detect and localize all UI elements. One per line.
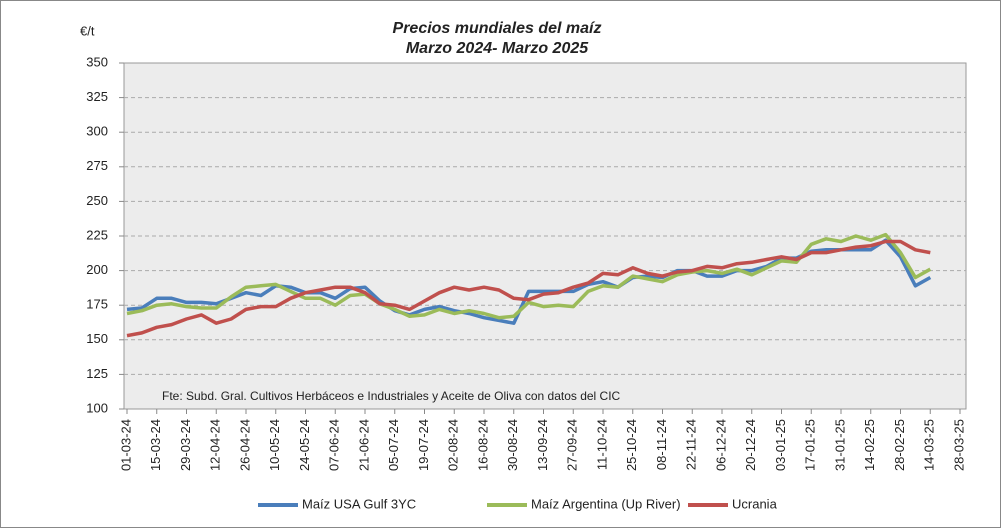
x-tick-label: 20-12-24 bbox=[743, 419, 758, 471]
legend-label: Maíz USA Gulf 3YC bbox=[302, 496, 416, 511]
x-tick-label: 26-04-24 bbox=[237, 419, 252, 471]
x-tick-label: 16-08-24 bbox=[475, 419, 490, 471]
x-tick-label: 28-03-25 bbox=[951, 419, 966, 471]
x-tick-label: 21-06-24 bbox=[356, 419, 371, 471]
x-tick-label: 05-07-24 bbox=[386, 419, 401, 471]
x-tick-label: 06-12-24 bbox=[713, 419, 728, 471]
x-tick-label: 31-01-25 bbox=[832, 419, 847, 471]
series-line bbox=[126, 232, 932, 320]
x-tick-label: 07-06-24 bbox=[327, 419, 342, 471]
x-tick-label: 14-02-25 bbox=[862, 419, 877, 471]
y-tick-label: 325 bbox=[86, 89, 108, 104]
x-tick-label: 08-11-24 bbox=[654, 419, 669, 470]
x-tick-label: 29-03-24 bbox=[178, 419, 193, 471]
y-tick-label: 275 bbox=[86, 158, 108, 173]
source-note: Fte: Subd. Gral. Cultivos Herbáceos e In… bbox=[162, 389, 621, 403]
x-tick-label: 03-01-25 bbox=[773, 419, 788, 471]
legend-label: Ucrania bbox=[732, 496, 778, 511]
x-tick-label: 13-09-24 bbox=[535, 419, 550, 471]
x-tick-label: 15-03-24 bbox=[148, 419, 163, 471]
y-tick-label: 225 bbox=[86, 227, 108, 242]
x-tick-label: 22-11-24 bbox=[684, 419, 699, 470]
x-tick-label: 14-03-25 bbox=[922, 419, 937, 471]
x-tick-label: 27-09-24 bbox=[565, 419, 580, 471]
y-tick-label: 250 bbox=[86, 193, 108, 208]
y-tick-label: 125 bbox=[86, 366, 108, 381]
y-axis-label: €/t bbox=[80, 23, 95, 38]
x-tick-label: 30-08-24 bbox=[505, 419, 520, 471]
x-tick-label: 11-10-24 bbox=[594, 419, 609, 470]
x-tick-label: 19-07-24 bbox=[416, 419, 431, 471]
x-tick-label: 01-03-24 bbox=[118, 419, 133, 471]
x-tick-label: 17-01-25 bbox=[803, 419, 818, 471]
x-tick-label: 12-04-24 bbox=[208, 419, 223, 471]
x-tick-label: 24-05-24 bbox=[297, 419, 312, 471]
chart-title: Precios mundiales del maíz bbox=[393, 20, 602, 37]
y-tick-label: 175 bbox=[86, 297, 108, 312]
x-tick-label: 02-08-24 bbox=[446, 419, 461, 471]
y-tick-label: 300 bbox=[86, 124, 108, 139]
legend-label: Maíz Argentina (Up River) bbox=[531, 496, 681, 511]
y-tick-label: 200 bbox=[86, 262, 108, 277]
x-tick-label: 25-10-24 bbox=[624, 419, 639, 471]
y-tick-label: 350 bbox=[86, 54, 108, 69]
x-tick-label: 28-02-25 bbox=[892, 419, 907, 471]
series-line bbox=[126, 239, 931, 338]
x-tick-label: 10-05-24 bbox=[267, 419, 282, 471]
y-tick-label: 100 bbox=[86, 400, 108, 415]
chart-subtitle: Marzo 2024- Marzo 2025 bbox=[406, 40, 589, 57]
y-tick-label: 150 bbox=[86, 331, 108, 346]
